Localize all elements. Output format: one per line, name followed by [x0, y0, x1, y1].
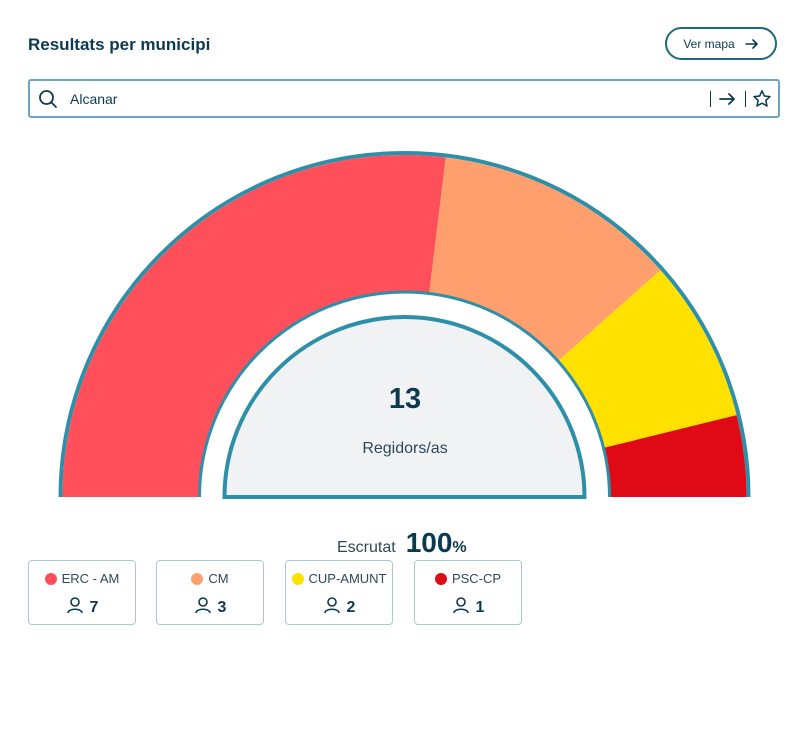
hemicycle-outer-border	[58, 151, 751, 498]
person-icon	[66, 596, 84, 619]
party-seats: 3	[217, 598, 227, 616]
municipality-search[interactable]: Alcanar	[28, 79, 780, 118]
total-seats-label: Regidors/as	[362, 440, 448, 457]
person-icon	[452, 596, 470, 619]
scrutiny-unit: %	[452, 539, 467, 556]
person-icon	[194, 596, 212, 619]
party-card[interactable]: CM 3	[156, 560, 264, 625]
party-color-dot	[291, 572, 304, 585]
party-color-dot	[434, 572, 447, 585]
party-name: CM	[208, 571, 229, 586]
hemicycle-segment-cm	[429, 157, 661, 362]
search-input[interactable]: Alcanar	[70, 90, 118, 107]
party-color-dot	[191, 572, 204, 585]
view-map-button[interactable]: Ver mapa	[665, 27, 777, 60]
hemicycle-segment-psc-cp	[602, 415, 747, 497]
party-color-dot	[44, 572, 57, 585]
scrutiny-value: 100	[405, 527, 453, 558]
favorite-star-icon[interactable]	[752, 89, 772, 109]
page-title: Resultats per municipi	[28, 35, 211, 54]
scrutiny-label: Escrutat	[337, 539, 396, 556]
party-name: ERC - AM	[61, 571, 120, 586]
separator	[710, 90, 711, 107]
party-name: PSC-CP	[451, 571, 502, 586]
hemicycle-chart	[58, 151, 751, 499]
arrow-right-icon	[744, 38, 759, 50]
hemicycle-segment-erc-am	[62, 154, 446, 497]
scrutiny-indicator: Escrutat 100 %	[337, 527, 467, 559]
hemicycle-segment-cup-amunt	[557, 270, 737, 449]
view-map-label: Ver mapa	[683, 36, 735, 51]
party-card[interactable]: CUP-AMUNT 2	[285, 560, 393, 625]
total-seats: 13	[388, 383, 422, 415]
search-submit-arrow-icon[interactable]	[719, 91, 737, 107]
person-icon	[323, 596, 341, 619]
separator	[745, 90, 746, 107]
hemicycle-center	[222, 315, 587, 499]
party-seats: 2	[346, 598, 356, 616]
party-seats: 1	[475, 598, 485, 616]
search-icon	[38, 89, 58, 109]
party-card[interactable]: ERC - AM 7	[28, 560, 136, 625]
party-card[interactable]: PSC-CP 1	[414, 560, 522, 625]
party-seats: 7	[89, 598, 99, 616]
party-name: CUP-AMUNT	[308, 571, 387, 586]
hemicycle-inner-border	[198, 290, 611, 498]
